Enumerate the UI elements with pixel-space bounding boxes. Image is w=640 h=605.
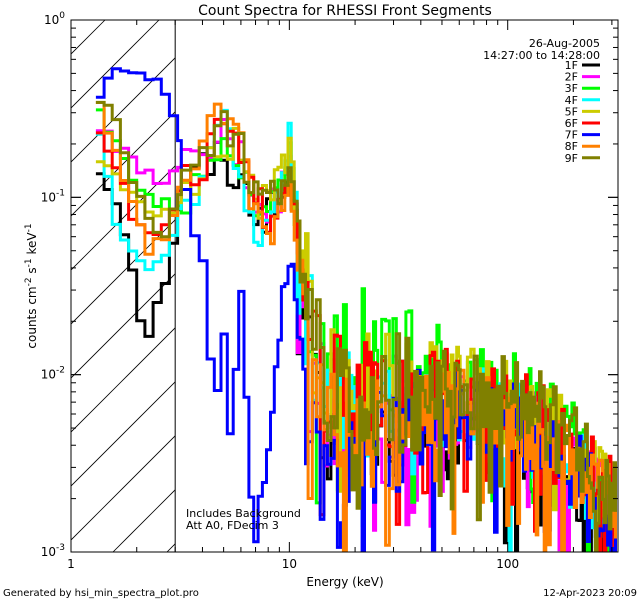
hatch-line bbox=[71, 435, 176, 541]
generated-by-text: Generated by hsi_min_spectra_plot.pro bbox=[3, 588, 199, 599]
x-tick-label: 100 bbox=[496, 557, 519, 571]
series-layer bbox=[95, 67, 617, 552]
hatch-line bbox=[71, 57, 176, 163]
hatch-line bbox=[71, 20, 106, 55]
legend-label-5f: 5F bbox=[565, 105, 578, 118]
plot-frame bbox=[70, 19, 619, 553]
series-line-8f bbox=[95, 101, 617, 552]
y-tick-label: 10-2 bbox=[41, 366, 65, 382]
y-tick-label: 10-1 bbox=[41, 188, 65, 204]
plot-timestamp: 12-Apr-2023 20:09 bbox=[543, 588, 637, 599]
y-tick-label: 100 bbox=[44, 11, 65, 27]
legend-label-8f: 8F bbox=[565, 140, 578, 153]
legend-label-1f: 1F bbox=[565, 59, 578, 72]
annotation-attenuator: Att A0, FDecim 3 bbox=[186, 519, 279, 532]
x-axis-label: Energy (keV) bbox=[306, 575, 383, 589]
annotation-background: Includes Background bbox=[186, 507, 301, 520]
plot-info: 26-Aug-2005 14:27:00 to 14:28:00 bbox=[483, 37, 600, 62]
hatch-line bbox=[71, 381, 176, 487]
legend-label-2f: 2F bbox=[565, 71, 578, 84]
series-line-9f bbox=[95, 100, 617, 552]
y-axis-label: counts cm-2 s-1 keV-1 bbox=[24, 223, 39, 348]
legend-label-7f: 7F bbox=[565, 129, 578, 142]
legend-label-3f: 3F bbox=[565, 82, 578, 95]
hatched-attenuator-region bbox=[71, 20, 176, 552]
observation-date: 26-Aug-2005 bbox=[529, 37, 600, 50]
x-tick-label: 1 bbox=[67, 557, 75, 571]
hatch-line bbox=[71, 273, 176, 379]
chart-title: Count Spectra for RHESSI Front Segments bbox=[198, 3, 492, 19]
axes: 1 10 100 10-3 10-2 10-1 100 bbox=[41, 11, 618, 571]
hatch-line bbox=[71, 219, 176, 325]
y-tick-label: 10-3 bbox=[41, 543, 65, 559]
annotations: Includes Background Att A0, FDecim 3 bbox=[186, 507, 301, 532]
x-tick-label: 10 bbox=[282, 557, 297, 571]
legend-label-4f: 4F bbox=[565, 94, 578, 107]
legend-label-6f: 6F bbox=[565, 117, 578, 130]
legend-label-9f: 9F bbox=[565, 152, 578, 165]
observation-time-range: 14:27:00 to 14:28:00 bbox=[483, 49, 600, 62]
